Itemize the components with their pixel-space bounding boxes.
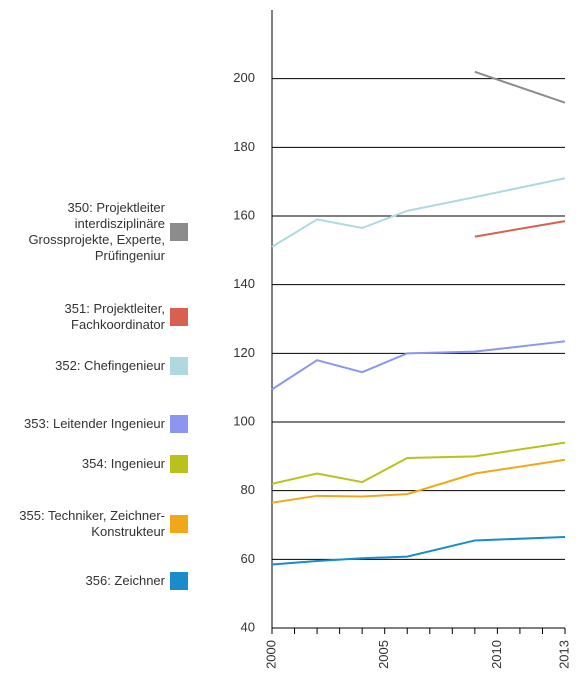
y-tick-label: 100 — [233, 413, 255, 428]
x-tick-label: 2013 — [556, 640, 571, 669]
series-line — [271, 177, 566, 248]
legend-label: 350: Projektleiter interdisziplinäre Gro… — [28, 200, 165, 263]
legend-swatch — [170, 455, 188, 473]
series-line — [271, 340, 566, 391]
x-tick-label: 2000 — [263, 640, 278, 669]
legend-label: 351: Projektleiter, Fachkoordinator — [64, 301, 165, 332]
legend-swatch — [170, 357, 188, 375]
legend-swatch — [170, 308, 188, 326]
y-tick-label: 200 — [233, 70, 255, 85]
y-tick-label: 160 — [233, 207, 255, 222]
legend-label: 354: Ingenieur — [81, 456, 165, 471]
legend-swatch — [170, 415, 188, 433]
x-tick-label: 2005 — [376, 640, 391, 669]
series-line — [474, 70, 566, 104]
y-tick-label: 120 — [233, 345, 255, 360]
y-tick-label: 60 — [241, 551, 255, 566]
legend-label: 353: Leitender Ingenieur — [24, 416, 165, 431]
series-line — [474, 220, 566, 238]
y-tick-label: 40 — [241, 619, 255, 634]
legend-swatch — [170, 572, 188, 590]
y-tick-label: 80 — [241, 482, 255, 497]
series-line — [271, 441, 566, 485]
legend-label: 355: Techniker, Zeichner-Kon­strukteur — [19, 508, 165, 539]
y-tick-label: 180 — [233, 139, 255, 154]
y-tick-label: 140 — [233, 276, 255, 291]
series-line — [271, 458, 566, 504]
legend-label: 356: Zeichner — [85, 573, 166, 588]
legend-swatch — [170, 223, 188, 241]
legend-swatch — [170, 515, 188, 533]
series-line — [271, 536, 566, 566]
x-tick-label: 2010 — [489, 640, 504, 669]
legend-label: 352: Chefingenieur — [55, 358, 165, 373]
